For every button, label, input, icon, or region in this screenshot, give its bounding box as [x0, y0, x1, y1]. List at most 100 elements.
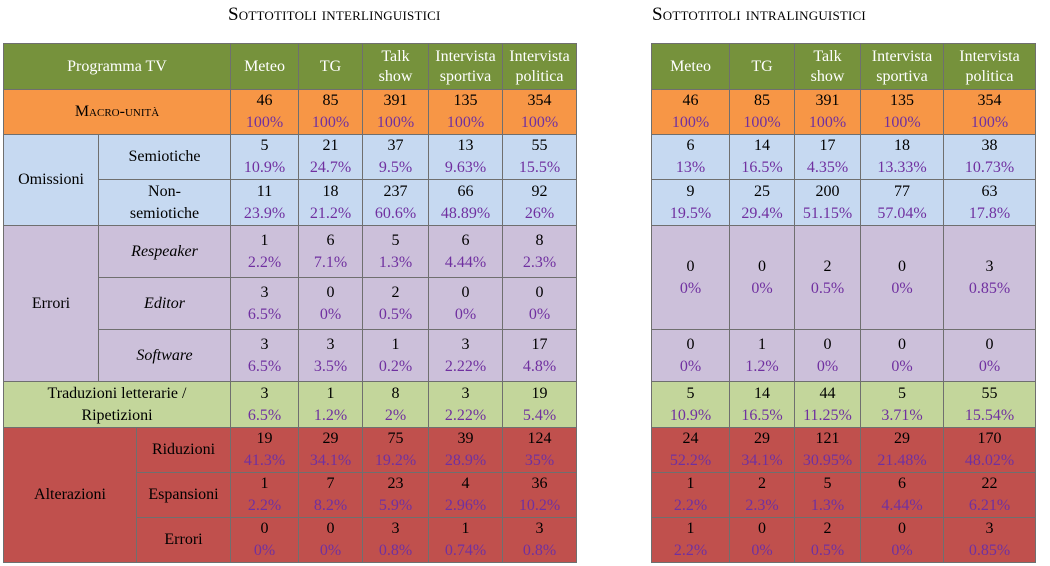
data-cell: 85 100%	[729, 89, 795, 135]
cell-count: 19	[531, 384, 548, 402]
data-cell: 1 2.2%	[230, 225, 299, 278]
data-cell: 3 2.22%	[428, 329, 503, 382]
cell-percent: 17.8%	[968, 204, 1011, 222]
data-cell: 14 16.5%	[729, 381, 795, 428]
cell-count: 29	[322, 430, 339, 447]
cell-count: 77	[894, 182, 910, 200]
cell-count: 2	[391, 283, 400, 301]
data-cell: 22 6.21%	[943, 472, 1036, 518]
cell-count: 46	[256, 92, 273, 109]
cell-count: 0	[898, 520, 906, 537]
header-col: Intervista sportiva	[428, 43, 503, 90]
cell-count: 13	[457, 137, 474, 154]
cell-percent: 48.89%	[440, 204, 491, 222]
data-cell: 3 6.5%	[230, 381, 299, 428]
cell-percent: 0%	[751, 279, 773, 297]
data-cell: 391 100%	[794, 89, 861, 135]
cell-percent: 19.2%	[374, 452, 417, 469]
cell-count: 4	[461, 475, 470, 492]
cell-percent: 34.1%	[309, 452, 352, 469]
cell-count: 21	[322, 137, 339, 154]
data-cell: 25 29.4%	[729, 179, 795, 226]
data-cell: 18 21.2%	[298, 179, 363, 226]
header-col: Intervista politica	[943, 43, 1036, 90]
row-macro: 46 100% 85 100% 391 100% 135 100% 354 100%	[651, 89, 1036, 135]
cell-count: 29	[754, 430, 770, 447]
cell-percent: 0%	[891, 357, 913, 375]
header-col: Intervista politica	[502, 43, 577, 90]
cell-percent: 0%	[319, 542, 342, 559]
data-cell: 3 6.5%	[230, 277, 299, 330]
cell-percent: 100%	[970, 114, 1009, 131]
data-cell: 9 19.5%	[651, 179, 730, 226]
data-cell: 17 4.35%	[794, 134, 861, 180]
cell-percent: 35%	[524, 452, 555, 469]
cell-count: 135	[890, 92, 914, 109]
data-cell: 92 26%	[502, 179, 577, 226]
table-interlinguistici: Programma TV Meteo TG Talk show Intervist…	[3, 43, 577, 563]
data-cell: 46 100%	[230, 89, 299, 135]
cell-percent: 10.9%	[669, 406, 712, 424]
cell-count: 3	[461, 384, 470, 402]
header-col: Talk show	[362, 43, 429, 90]
data-cell: 55 15.5%	[502, 134, 577, 180]
cell-count: 3	[985, 257, 994, 275]
data-cell: 391 100%	[362, 89, 429, 135]
cell-count: 3	[260, 384, 269, 402]
cell-percent: 34.1%	[741, 452, 783, 469]
cell-count: 75	[387, 430, 404, 447]
cell-count: 391	[815, 92, 840, 109]
cell-count: 5	[260, 137, 269, 154]
cell-percent: 1.2%	[745, 357, 779, 375]
cell-count: 0	[326, 283, 335, 301]
data-cell: 17 4.8%	[502, 329, 577, 382]
cell-percent: 11.25%	[803, 406, 852, 424]
data-cell: 19 5.4%	[502, 381, 577, 428]
data-cell: 3 6.5%	[230, 329, 299, 382]
cell-count: 1	[391, 335, 400, 353]
data-cell: 3 3.5%	[298, 329, 363, 382]
cell-count: 14	[754, 384, 770, 402]
cell-percent: 100%	[311, 114, 350, 131]
label-alterazioni: Alterazioni	[3, 427, 137, 563]
cell-count: 7	[326, 475, 335, 492]
header-row: Meteo TG Talk show Intervista sportiva Int…	[651, 43, 1036, 90]
cell-count: 2	[823, 257, 832, 275]
data-cell: 0 0%	[860, 517, 944, 563]
row-semiotiche: 6 13% 14 16.5% 17 4.35% 18 13.33% 38 10.73%	[651, 134, 1036, 180]
cell-percent: 0%	[816, 357, 839, 375]
row-macro: Macro-unità 46 100% 85 100% 391 100% 135 100% 35…	[3, 89, 577, 135]
cell-count: 38	[981, 137, 998, 154]
cell-percent: 52.2%	[669, 452, 712, 469]
cell-percent: 9.5%	[378, 159, 413, 176]
data-cell: 1 1.2%	[729, 329, 795, 382]
cell-count: 25	[754, 182, 770, 200]
data-cell: 18 13.33%	[860, 134, 944, 180]
cell-percent: 1.3%	[810, 497, 845, 514]
row-software: 0 0% 1 1.2% 0 0% 0 0% 0 0%	[651, 329, 1036, 382]
label-respeaker: Respeaker	[98, 225, 231, 278]
cell-count: 0	[461, 283, 470, 301]
row-non-semiotiche: 9 19.5% 25 29.4% 200 51.15% 77 57.04% 63 17.8%	[651, 179, 1036, 226]
cell-percent: 6.5%	[247, 305, 282, 323]
data-cell: 3 2.22%	[428, 381, 503, 428]
data-cell: 2 0.5%	[362, 277, 429, 330]
cell-percent: 100%	[743, 114, 781, 131]
cell-count: 66	[457, 182, 474, 200]
cell-percent: 0.5%	[378, 305, 413, 323]
cell-percent: 16.5%	[741, 159, 783, 176]
row-espansioni: Espansioni 1 2.2% 7 8.2% 23 5.9% 4 2.96% 36 10.2%	[4, 472, 577, 518]
data-cell: 36 10.2%	[502, 472, 577, 518]
cell-count: 9	[686, 182, 695, 200]
title-intralinguistici: Sottotitoli intralinguistici	[652, 4, 866, 25]
data-cell: 66 48.89%	[428, 179, 503, 226]
cell-percent: 6.5%	[247, 357, 282, 375]
data-cell: 75 19.2%	[362, 427, 429, 473]
cell-count: 17	[531, 335, 548, 353]
data-cell: 6 4.44%	[860, 472, 944, 518]
cell-count: 29	[894, 430, 910, 447]
data-cell: 237 60.6%	[362, 179, 429, 226]
cell-count: 6	[898, 475, 906, 492]
cell-percent: 5.9%	[378, 497, 413, 514]
cell-count: 3	[260, 335, 269, 353]
